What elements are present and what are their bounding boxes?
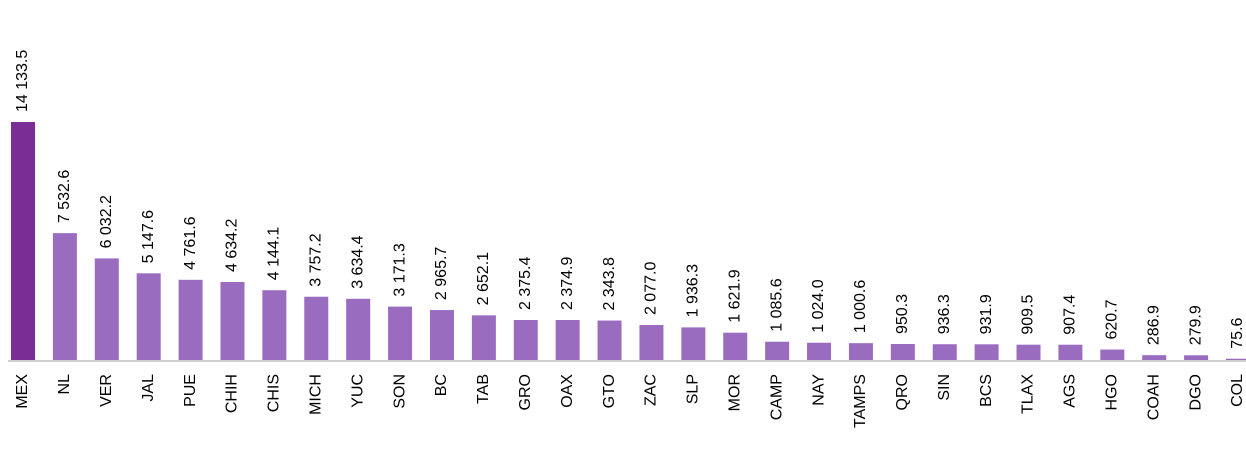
bar (555, 320, 580, 360)
value-label: 2 343.8 (601, 257, 618, 310)
x-tick-label: MICH (307, 374, 324, 415)
value-label: 4 761.6 (182, 216, 199, 269)
x-tick-label: TAMPS (852, 374, 869, 428)
bar (807, 342, 832, 360)
x-tick-label: COAH (1145, 374, 1162, 420)
bar (471, 315, 496, 360)
x-tick-label: JAL (140, 374, 157, 402)
value-label: 3 757.2 (307, 233, 324, 286)
x-tick-label: SLP (685, 374, 702, 404)
value-label: 75.6 (1229, 317, 1246, 348)
bar (220, 281, 245, 360)
bar (1184, 355, 1209, 360)
bar (1100, 349, 1125, 360)
bar (1226, 358, 1246, 360)
value-label: 1 000.6 (852, 280, 869, 333)
value-label: 907.4 (1062, 295, 1079, 335)
x-tick-label: PUE (182, 374, 199, 407)
bar (11, 122, 35, 360)
bar (1142, 355, 1167, 360)
bar (765, 341, 790, 360)
value-label: 3 634.4 (349, 235, 366, 288)
x-tick-label: GTO (601, 374, 618, 408)
x-tick-label: HGO (1104, 374, 1121, 410)
x-tick-label: GRO (517, 374, 534, 410)
value-label: 286.9 (1145, 305, 1162, 345)
bar (932, 344, 957, 360)
value-label: 4 144.1 (266, 227, 283, 280)
bar (178, 279, 203, 360)
x-tick-label: SIN (936, 374, 953, 401)
value-label: 1 085.6 (768, 278, 785, 331)
bar (94, 258, 119, 360)
bar (597, 320, 622, 360)
value-label: 14 133.5 (14, 50, 31, 112)
x-tick-label: BC (433, 374, 450, 396)
value-label: 950.3 (894, 294, 911, 334)
x-tick-label: VER (98, 374, 115, 407)
bar (1016, 344, 1041, 360)
value-label: 7 532.6 (56, 170, 73, 223)
bar (974, 344, 999, 360)
x-tick-label: MEX (14, 374, 31, 409)
x-tick-label: CHIH (224, 374, 241, 413)
bar (723, 332, 748, 360)
x-tick-label: YUC (349, 374, 366, 408)
value-label: 2 965.7 (433, 247, 450, 300)
x-tick-label: CAMP (768, 374, 785, 420)
bar (346, 298, 371, 360)
value-label: 620.7 (1104, 299, 1121, 339)
bar (136, 273, 161, 360)
value-label: 936.3 (936, 294, 953, 334)
value-label: 6 032.2 (98, 195, 115, 248)
bar (890, 343, 915, 360)
value-label: 1 024.0 (810, 279, 827, 332)
x-tick-label: DGO (1187, 374, 1204, 410)
x-tick-label: NL (56, 374, 73, 395)
bar (429, 310, 454, 360)
x-tick-label: TAB (475, 374, 492, 404)
bar (639, 325, 664, 360)
x-tick-label: COL (1229, 374, 1246, 407)
x-tick-label: NAY (810, 374, 827, 406)
value-label: 1 936.3 (685, 264, 702, 317)
x-tick-label: TLAX (1020, 374, 1037, 414)
bar (848, 343, 873, 360)
bar (304, 296, 329, 360)
x-tick-label: SON (391, 374, 408, 409)
x-tick-label: QRO (894, 374, 911, 410)
x-tick-label: AGS (1062, 374, 1079, 408)
value-label: 4 634.2 (224, 218, 241, 271)
value-label: 5 147.6 (140, 210, 157, 263)
x-tick-label: OAX (559, 374, 576, 408)
bar (1058, 344, 1083, 360)
x-tick-label: BCS (978, 374, 995, 407)
bar (52, 233, 77, 360)
x-tick-label: ZAC (643, 374, 660, 406)
x-tick-label: MOR (726, 374, 743, 411)
value-label: 2 652.1 (475, 252, 492, 305)
value-label: 2 375.4 (517, 257, 534, 310)
value-label: 931.9 (978, 294, 995, 334)
bar (262, 290, 287, 360)
bar (513, 319, 538, 360)
value-label: 909.5 (1020, 295, 1037, 335)
value-label: 279.9 (1187, 305, 1204, 345)
value-label: 1 621.9 (726, 269, 743, 322)
x-tick-label: CHIS (266, 374, 283, 412)
value-label: 2 077.0 (643, 262, 660, 315)
value-label: 2 374.9 (559, 257, 576, 310)
bar (681, 327, 706, 360)
value-label: 3 171.3 (391, 243, 408, 296)
bar (388, 306, 413, 360)
